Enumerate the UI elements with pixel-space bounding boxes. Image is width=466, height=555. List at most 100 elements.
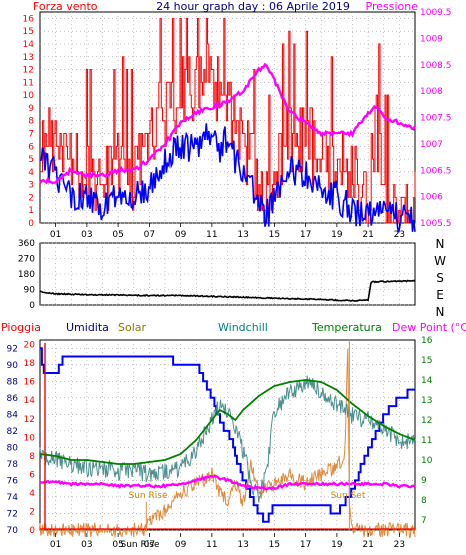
wind-x-tick-label: 23 [394, 230, 405, 240]
rain-y-tick-label: 0 [29, 526, 35, 536]
sun-rise-label: Sun Rise [129, 491, 168, 501]
wind-direction-series [39, 279, 416, 302]
wind-x-tick-label: 19 [331, 230, 343, 240]
weather-x-tick-label: 23 [394, 540, 405, 550]
rain-y-tick-label: 2 [29, 507, 35, 517]
humidity-y-tick-label: 88 [7, 377, 19, 387]
humidity-y-tick-label: 86 [7, 394, 19, 404]
wind-x-tick-label: 17 [300, 230, 311, 240]
wind-y-tick-label: 6 [28, 142, 34, 152]
compass-letter: N [436, 305, 445, 319]
compass-letter: S [436, 271, 444, 285]
pressure-y-tick-label: 1009 [420, 34, 443, 44]
temperature-y-tick-label: 14 [421, 376, 433, 386]
wind-y-tick-label: 0 [28, 219, 34, 229]
weather-legend-label: Temperatura [311, 321, 382, 334]
pressure-y-tick-label: 1007.5 [420, 114, 452, 124]
wind-axis-label: Forza vento [33, 0, 98, 13]
wind-x-tick-label: 01 [50, 230, 61, 240]
wind-x-tick-label: 07 [144, 230, 155, 240]
humidity-series [40, 347, 415, 523]
humidity-y-tick-label: 82 [7, 427, 18, 437]
wind-speed-series [40, 17, 416, 224]
temperature-y-tick-label: 16 [421, 336, 433, 346]
weather-x-tick-label: 15 [269, 540, 280, 550]
wind-y-tick-label: 12 [23, 66, 34, 76]
pressure-y-tick-label: 1009.5 [420, 8, 452, 18]
wind-x-tick-label: 11 [206, 230, 217, 240]
pressure-axis-label: Pressione [366, 0, 419, 13]
compass-letter: N [436, 237, 445, 251]
rain-y-tick-label: 6 [29, 470, 35, 480]
pressure-series [39, 62, 417, 185]
wind-y-tick-label: 16 [23, 14, 35, 24]
humidity-y-tick-label: 90 [7, 361, 19, 371]
wind-x-tick-label: 03 [81, 230, 92, 240]
wind-y-tick-label: 5 [28, 155, 34, 165]
pressure-y-tick-label: 1007 [420, 140, 443, 150]
rain-y-tick-label: 16 [24, 378, 36, 388]
weather-x-tick-label: 09 [175, 540, 187, 550]
chart-title: 24 hour graph day : 06 Aprile 2019 [156, 0, 350, 13]
temperature-y-tick-label: 12 [421, 416, 432, 426]
weather-x-tick-label: 11 [206, 540, 217, 550]
rain-y-tick-label: 12 [24, 415, 35, 425]
weather-legend-label: Windchill [218, 321, 268, 334]
weather-x-tick-label: 03 [81, 540, 92, 550]
weather-legend-label: Umidita [66, 321, 109, 334]
direction-y-tick-label: 90 [24, 286, 36, 296]
weather-x-tick-label: 05 [112, 540, 123, 550]
humidity-y-tick-label: 70 [7, 526, 19, 536]
wind-y-tick-label: 8 [28, 117, 34, 127]
weather-x-tick-label: 01 [50, 540, 61, 550]
temperature-series [39, 379, 416, 465]
temperature-y-tick-label: 8 [421, 496, 427, 506]
weather-x-tick-label: 17 [300, 540, 311, 550]
wind-y-tick-label: 14 [23, 40, 35, 50]
weather-legend-label: Solar [118, 321, 147, 334]
weather-x-tick-label: 21 [362, 540, 373, 550]
wind-y-tick-label: 10 [23, 91, 35, 101]
wind-y-tick-label: 1 [28, 206, 34, 216]
humidity-y-tick-label: 72 [7, 509, 18, 519]
wind-y-tick-label: 2 [28, 193, 34, 203]
weather-legend-label: Dew Point (°C) [392, 321, 466, 334]
weather-x-tick-label: 19 [331, 540, 343, 550]
humidity-y-tick-label: 80 [7, 443, 19, 453]
windchill-series [39, 375, 416, 503]
humidity-y-tick-label: 84 [7, 410, 19, 420]
wind-x-tick-label: 13 [237, 230, 248, 240]
direction-y-tick-label: 360 [18, 239, 35, 249]
pressure-y-tick-label: 1008 [420, 87, 443, 97]
wind-y-tick-label: 4 [28, 168, 34, 178]
direction-y-tick-label: 180 [18, 270, 35, 280]
dew-point-series [39, 474, 416, 491]
rain-y-tick-label: 18 [24, 359, 36, 369]
temperature-y-tick-label: 15 [421, 356, 432, 366]
pressure-y-tick-label: 1008.5 [420, 61, 452, 71]
pressure-y-tick-label: 1006 [420, 193, 443, 203]
rain-y-tick-label: 8 [29, 452, 35, 462]
x-sunrise-tick-label: Sun Rise [121, 540, 160, 550]
solar-series [39, 348, 416, 538]
weather-x-tick-label: 13 [237, 540, 248, 550]
wind-y-tick-label: 11 [23, 78, 34, 88]
weather-legend-label: Pioggia [1, 321, 41, 334]
temperature-y-tick-label: 13 [421, 396, 432, 406]
rain-y-tick-label: 14 [24, 396, 36, 406]
sun-set-label: Sun Set [331, 491, 366, 501]
weather-legend: Pioggia Umidita Solar Windchill Temperatura D… [1, 321, 466, 334]
compass-letter: E [436, 288, 444, 302]
wind-y-tick-label: 7 [28, 129, 34, 139]
humidity-y-tick-label: 92 [7, 344, 18, 354]
compass-letter: W [434, 254, 446, 268]
rain-y-tick-label: 20 [24, 341, 36, 351]
rain-y-tick-label: 4 [29, 489, 35, 499]
rain-y-tick-label: 10 [24, 433, 36, 443]
wind-y-tick-label: 15 [23, 27, 34, 37]
wind-x-tick-label: 05 [112, 230, 123, 240]
temperature-y-tick-label: 11 [421, 436, 432, 446]
